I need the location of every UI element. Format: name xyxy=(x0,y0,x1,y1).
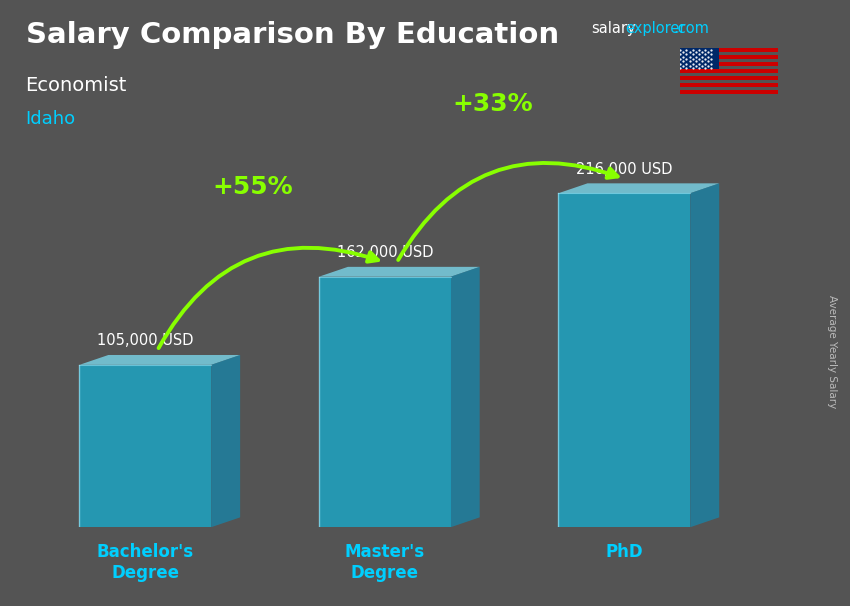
Bar xyxy=(680,70,778,73)
Text: Idaho: Idaho xyxy=(26,110,76,128)
Text: salary: salary xyxy=(591,21,635,36)
Bar xyxy=(79,365,211,527)
Text: 162,000 USD: 162,000 USD xyxy=(337,245,433,260)
Polygon shape xyxy=(558,184,719,193)
Bar xyxy=(680,76,778,80)
Bar xyxy=(680,56,778,59)
Text: Economist: Economist xyxy=(26,76,127,95)
Text: .com: .com xyxy=(673,21,709,36)
Bar xyxy=(680,48,778,52)
Bar xyxy=(558,193,690,527)
Text: explorer: explorer xyxy=(625,21,685,36)
Bar xyxy=(680,48,719,70)
Bar xyxy=(680,62,778,66)
Polygon shape xyxy=(319,267,479,277)
Text: Salary Comparison By Education: Salary Comparison By Education xyxy=(26,21,558,49)
Bar xyxy=(319,277,450,527)
Bar xyxy=(680,90,778,94)
Bar xyxy=(680,84,778,87)
Text: 105,000 USD: 105,000 USD xyxy=(97,333,194,348)
Polygon shape xyxy=(211,355,241,527)
Text: +33%: +33% xyxy=(452,92,533,116)
Polygon shape xyxy=(450,267,479,527)
Text: +55%: +55% xyxy=(212,175,293,199)
Polygon shape xyxy=(690,184,719,527)
Polygon shape xyxy=(79,355,241,365)
Text: 216,000 USD: 216,000 USD xyxy=(576,162,672,176)
Text: Average Yearly Salary: Average Yearly Salary xyxy=(827,295,837,408)
